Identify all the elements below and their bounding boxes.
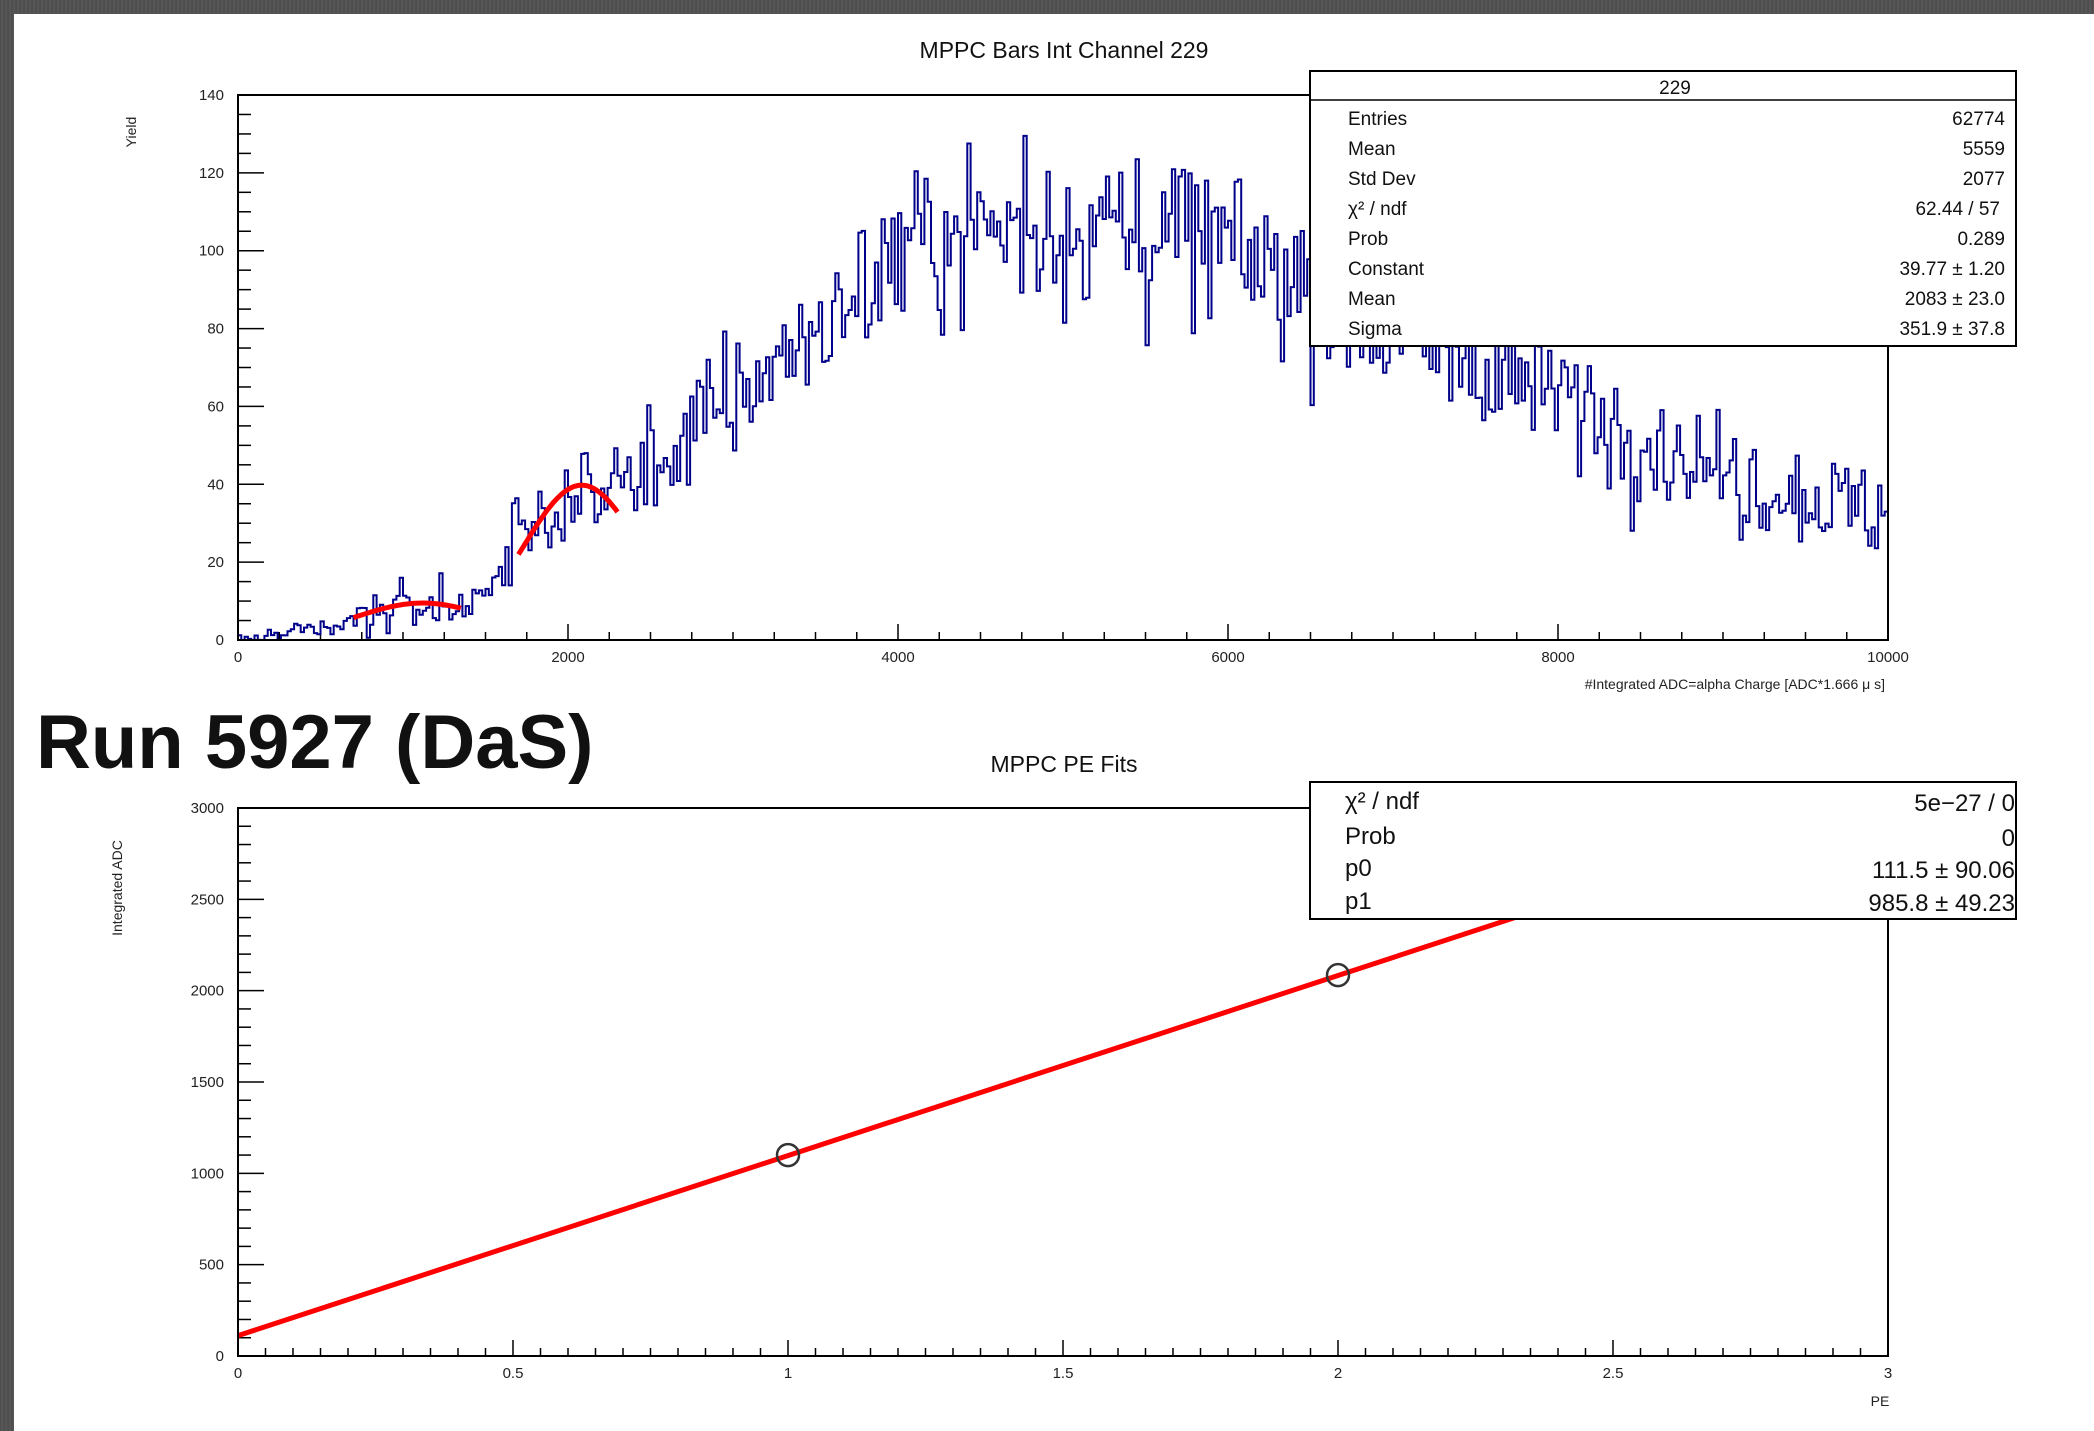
y-tick-label: 40 bbox=[207, 476, 224, 493]
stats-box-top: 229 Entries 62774 Mean 5559 Std Dev 2077… bbox=[1309, 70, 2017, 347]
y-tick-label: 140 bbox=[199, 87, 224, 104]
stats-box-bottom: χ² / ndf 5e−27 / 0 Prob 0 p0 111.5 ± 90.… bbox=[1309, 781, 2017, 920]
gaussian-fit-1pe bbox=[352, 600, 462, 620]
stat-value: 0 bbox=[2002, 825, 2015, 852]
x-tick-label: 10000 bbox=[1867, 649, 1909, 666]
y-tick-label: 120 bbox=[199, 165, 224, 182]
x-tick-label: 6000 bbox=[1211, 649, 1244, 666]
run-label: Run 5927 (DaS) bbox=[36, 700, 594, 785]
stat-label: Mean bbox=[1348, 289, 1396, 310]
stat-label: Sigma bbox=[1348, 319, 1402, 340]
stat-value: 5559 bbox=[1963, 139, 2005, 160]
pe-fit-chart: MPPC PE Fits Integrated ADC PE 0 0.5 1 1… bbox=[109, 751, 2017, 1409]
histogram-x-axis-label: #Integrated ADC=alpha Charge [ADC*1.666 … bbox=[1585, 676, 1885, 692]
histogram-title: MPPC Bars Int Channel 229 bbox=[920, 37, 1209, 63]
x-tick-label: 2000 bbox=[551, 649, 584, 666]
x-tick-label: 8000 bbox=[1541, 649, 1574, 666]
x-tick-label: 1 bbox=[784, 1365, 792, 1382]
histogram-frame bbox=[237, 94, 1889, 641]
y-tick-label: 60 bbox=[207, 398, 224, 415]
y-tick-label: 100 bbox=[199, 243, 224, 260]
data-point-1pe bbox=[775, 1142, 801, 1168]
stat-value: 5e−27 / 0 bbox=[1914, 790, 2015, 817]
x-tick-label: 0 bbox=[234, 1365, 242, 1382]
x-tick-label: 4000 bbox=[881, 649, 914, 666]
stat-value: 62774 bbox=[1952, 109, 2005, 130]
stats-box-title: 229 bbox=[1659, 78, 1691, 99]
x-tick-label: 3 bbox=[1884, 1365, 1892, 1382]
y-tick-label: 1500 bbox=[191, 1074, 224, 1091]
y-tick-label: 0 bbox=[216, 1348, 224, 1365]
pe-fit-x-axis-label: PE bbox=[1871, 1393, 1890, 1409]
x-tick-label: 2.5 bbox=[1603, 1365, 1624, 1382]
stats-box-frame bbox=[1309, 70, 2017, 347]
pe-fit-frame bbox=[237, 807, 1889, 1357]
stat-value: 2077 bbox=[1963, 169, 2005, 190]
histogram-tick-labels: 0 2000 4000 6000 8000 10000 0 20 40 60 8… bbox=[199, 87, 1909, 666]
stat-value: 985.8 ± 49.23 bbox=[1868, 890, 2015, 917]
data-point-2pe bbox=[1325, 962, 1351, 988]
stat-label: p1 bbox=[1345, 888, 1372, 915]
y-tick-label: 3000 bbox=[191, 800, 224, 817]
pe-fit-tick-labels: 0 0.5 1 1.5 2 2.5 3 0 500 1000 1500 2000… bbox=[191, 800, 1893, 1382]
histogram-chart: MPPC Bars Int Channel 229 Yield #Integra… bbox=[123, 37, 2017, 692]
x-tick-label: 1.5 bbox=[1053, 1365, 1074, 1382]
stat-label: χ² / ndf bbox=[1348, 199, 1407, 220]
y-tick-label: 2000 bbox=[191, 983, 224, 1000]
pe-fit-y-axis-label: Integrated ADC bbox=[109, 840, 125, 936]
stat-value: 111.5 ± 90.06 bbox=[1872, 857, 2015, 884]
stats-box-frame bbox=[1309, 781, 2017, 920]
x-tick-label: 0 bbox=[234, 649, 242, 666]
stat-value: 0.289 bbox=[1957, 229, 2005, 250]
stat-label: Constant bbox=[1348, 259, 1425, 280]
stat-label: Std Dev bbox=[1348, 169, 1416, 190]
stat-value: 2083 ± 23.0 bbox=[1905, 289, 2005, 310]
pe-fit-title: MPPC PE Fits bbox=[991, 751, 1138, 777]
stat-value: 62.44 / 57 bbox=[1915, 199, 2000, 220]
x-tick-label: 2 bbox=[1334, 1365, 1342, 1382]
stat-label: Prob bbox=[1345, 823, 1396, 850]
stat-label: p0 bbox=[1345, 855, 1372, 882]
stat-label: Mean bbox=[1348, 139, 1396, 160]
stat-value: 351.9 ± 37.8 bbox=[1899, 319, 2005, 340]
stat-label: Prob bbox=[1348, 229, 1388, 250]
gaussian-fit-2pe bbox=[516, 482, 620, 556]
x-tick-label: 0.5 bbox=[503, 1365, 524, 1382]
y-tick-label: 1000 bbox=[191, 1165, 224, 1182]
stat-label: Entries bbox=[1348, 109, 1407, 130]
histogram-y-axis-label: Yield bbox=[123, 117, 139, 148]
y-tick-label: 20 bbox=[207, 554, 224, 571]
y-tick-label: 500 bbox=[199, 1257, 224, 1274]
y-tick-label: 0 bbox=[216, 632, 224, 649]
y-tick-label: 80 bbox=[207, 321, 224, 338]
histogram-series bbox=[238, 134, 1888, 641]
stat-label: χ² / ndf bbox=[1345, 788, 1419, 815]
y-tick-label: 2500 bbox=[191, 891, 224, 908]
stat-value: 39.77 ± 1.20 bbox=[1899, 259, 2005, 280]
pe-fit-ticks bbox=[237, 807, 1889, 1357]
